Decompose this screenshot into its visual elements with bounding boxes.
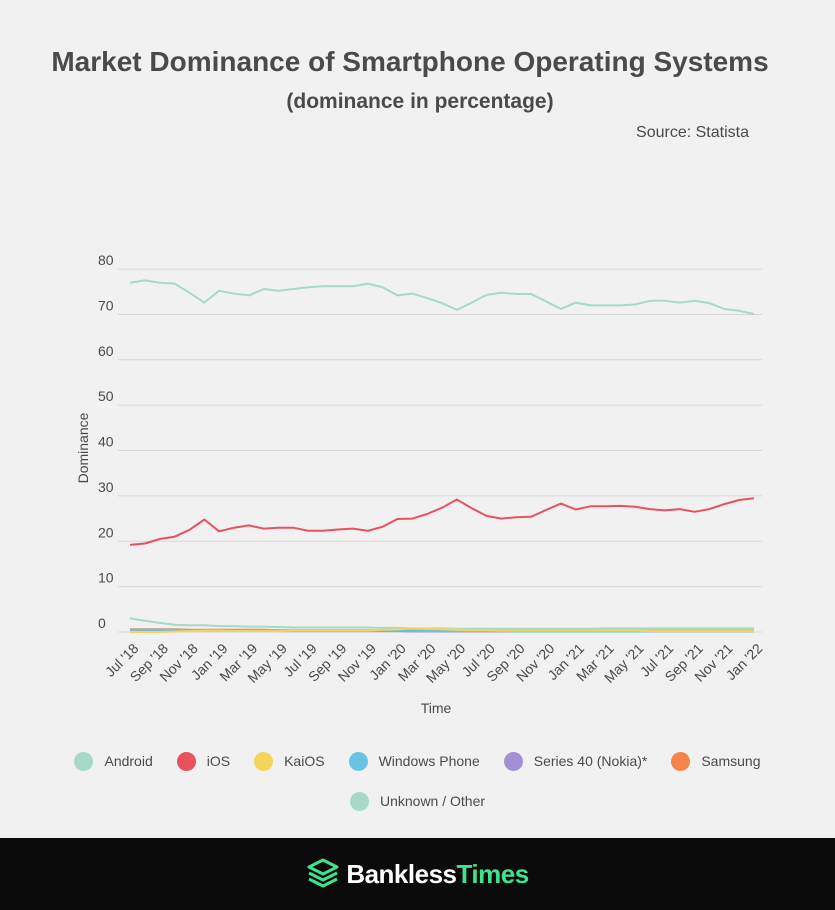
y-tick-label: 50 <box>98 388 114 404</box>
y-tick-label: 70 <box>98 297 114 313</box>
legend-swatch <box>349 791 369 811</box>
brand-name-bankless: Bankless <box>346 858 457 889</box>
legend-item[interactable]: Android <box>74 751 153 771</box>
series-line-ios <box>129 497 755 546</box>
brand-logo: Bankless Times <box>306 858 530 890</box>
brand-name-times: Times <box>456 858 530 889</box>
series-line-android <box>129 279 755 315</box>
legend-swatch <box>671 751 691 771</box>
y-tick-label: 0 <box>98 615 106 631</box>
legend-label: Samsung <box>701 753 761 769</box>
chart-legend: Android iOS KaiOS Windows Phone Series 40 (N… <box>0 748 835 828</box>
legend-label: KaiOS <box>284 753 325 769</box>
brand-footer: Bankless Times <box>0 838 835 910</box>
stacked-layers-icon <box>307 858 339 888</box>
y-tick-label: 60 <box>98 343 114 359</box>
legend-swatch <box>176 751 196 771</box>
legend-swatch <box>254 751 274 771</box>
legend-item[interactable]: iOS <box>176 751 231 771</box>
legend-row: Android iOS KaiOS Windows Phone Series 40 (N… <box>0 748 835 774</box>
y-tick-label: 20 <box>98 524 114 540</box>
chart-source: Source: Statista <box>636 124 749 141</box>
y-axis-label: Dominance <box>75 412 91 483</box>
y-tick-label: 40 <box>98 434 114 450</box>
legend-item[interactable]: Samsung <box>671 751 761 771</box>
chart-title: Market Dominance of Smartphone Operating… <box>51 46 769 77</box>
legend-label: Series 40 (Nokia)* <box>533 753 648 769</box>
legend-item[interactable]: Unknown / Other <box>349 791 486 811</box>
legend-row: Unknown / Other <box>0 788 835 814</box>
legend-swatch <box>74 751 94 771</box>
legend-item[interactable]: Windows Phone <box>348 751 480 771</box>
legend-item[interactable]: Series 40 (Nokia)* <box>503 751 648 771</box>
legend-label: Windows Phone <box>378 753 480 769</box>
x-axis-label: Time <box>421 700 452 716</box>
y-tick-label: 30 <box>98 479 114 495</box>
legend-swatch <box>503 751 523 771</box>
legend-swatch <box>348 751 368 771</box>
series-line-kaios <box>130 627 754 633</box>
y-tick-label: 80 <box>98 252 114 268</box>
y-tick-label: 10 <box>98 570 114 586</box>
chart-subtitle: (dominance in percentage) <box>286 90 554 113</box>
legend-item[interactable]: KaiOS <box>254 751 325 771</box>
legend-label: Android <box>104 753 153 769</box>
legend-label: iOS <box>206 753 231 769</box>
series-line-unknown-other <box>129 617 754 630</box>
legend-label: Unknown / Other <box>379 793 486 809</box>
